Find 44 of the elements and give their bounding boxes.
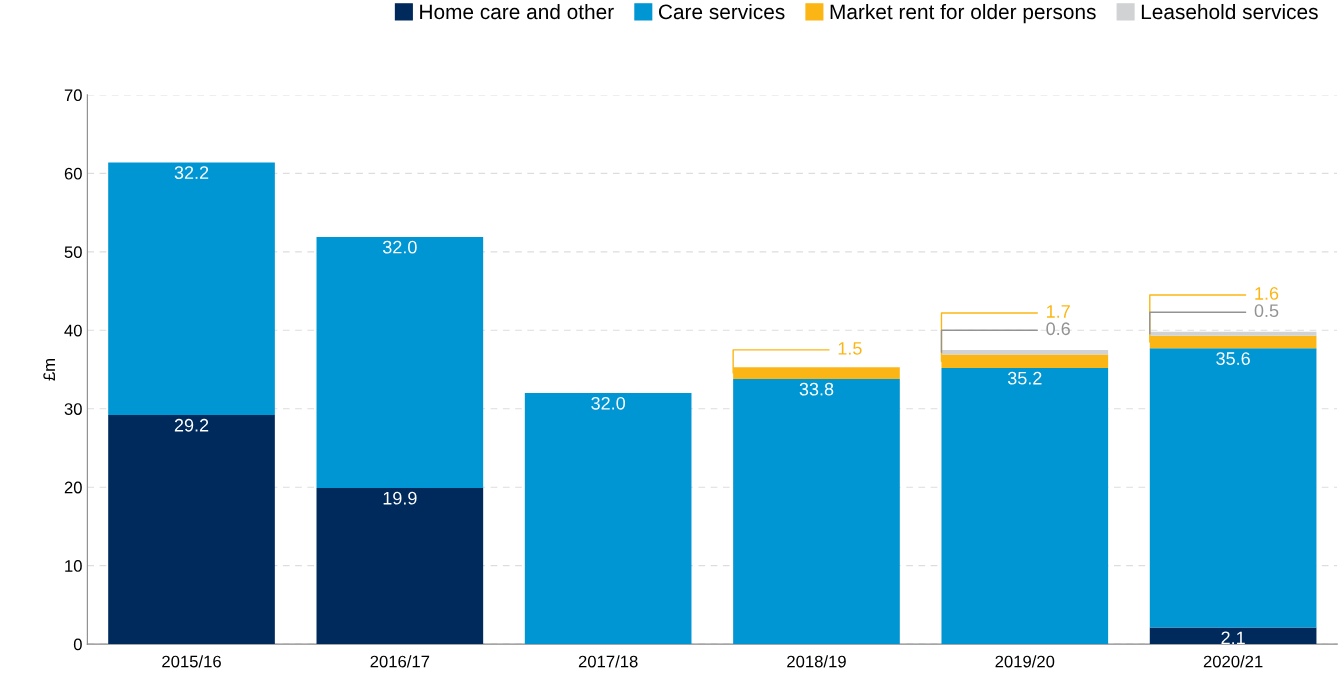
data-label: 1.5 [838, 342, 862, 355]
legend-label: Market rent for older persons [830, 3, 1096, 24]
y-tick-label: 60 [64, 167, 82, 180]
data-label: 32.0 [591, 396, 626, 410]
y-axis-title: £m [43, 359, 55, 381]
data-label: 1.6 [1255, 287, 1279, 300]
data-label: 33.8 [799, 382, 834, 396]
y-tick-label: 20 [64, 481, 82, 494]
bar [1149, 331, 1317, 336]
data-label: 29.2 [174, 418, 209, 432]
y-tick-label: 50 [64, 246, 82, 259]
x-tick-label: 2019/20 [995, 655, 1055, 668]
bar [1149, 627, 1317, 645]
legend-label: Leasehold services [1141, 3, 1318, 20]
bar [108, 162, 275, 416]
y-tick-label: 10 [65, 560, 82, 572]
data-label: 32.2 [174, 166, 209, 180]
bar [733, 378, 900, 645]
data-label: 0.5 [1254, 304, 1279, 318]
bar [524, 393, 692, 645]
legend-label: Care services [658, 3, 785, 20]
x-tick-label: 2018/19 [787, 655, 846, 668]
bar [941, 367, 1109, 645]
bar [1149, 348, 1317, 628]
data-label: 2.1 [1221, 631, 1245, 645]
data-label: 1.7 [1047, 305, 1070, 318]
data-label: 19.9 [383, 491, 417, 505]
y-tick-label: 0 [73, 638, 82, 651]
bar [316, 487, 484, 645]
legend-label: Home care and other [420, 3, 614, 20]
y-tick-label: 40 [64, 324, 82, 337]
bar [941, 349, 1109, 355]
data-label: 0.6 [1046, 322, 1070, 336]
bar [316, 236, 484, 488]
bar [108, 415, 275, 645]
x-tick-label: 2015/16 [162, 655, 221, 668]
y-tick-label: 30 [64, 403, 82, 415]
data-label: 32.0 [382, 240, 417, 254]
y-tick-label: 70 [64, 89, 82, 102]
data-label: 35.2 [1007, 371, 1042, 385]
x-tick-label: 2020/21 [1203, 655, 1263, 668]
x-tick-label: 2017/18 [578, 655, 638, 668]
x-tick-label: 2016/17 [370, 655, 430, 668]
data-label: 35.6 [1216, 352, 1250, 365]
